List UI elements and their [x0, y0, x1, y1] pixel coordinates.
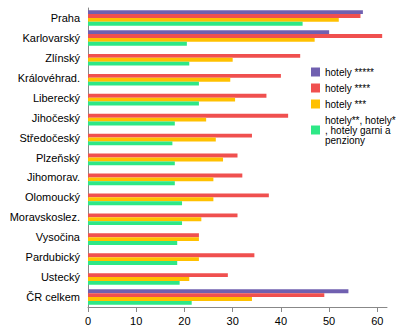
svg-text:30: 30 — [227, 315, 239, 327]
svg-text:penziony: penziony — [325, 135, 365, 146]
svg-text:60: 60 — [371, 315, 383, 327]
svg-text:Pardubický: Pardubický — [26, 251, 81, 263]
svg-text:hotely ***: hotely *** — [325, 99, 366, 110]
svg-text:Karlovarský: Karlovarský — [23, 32, 81, 44]
svg-text:50: 50 — [323, 315, 335, 327]
svg-text:20: 20 — [178, 315, 190, 327]
svg-text:10: 10 — [130, 315, 142, 327]
svg-text:, hotely garni a: , hotely garni a — [325, 124, 394, 136]
svg-text:Moravskoslez.: Moravskoslez. — [10, 211, 80, 223]
svg-text:Jihomorav.: Jihomorav. — [27, 171, 80, 183]
svg-text:ČR celkem: ČR celkem — [26, 291, 80, 303]
svg-text:hotely *****: hotely ***** — [325, 67, 374, 78]
svg-text:Plzeňský: Plzeňský — [36, 152, 81, 164]
svg-text:0: 0 — [85, 315, 91, 327]
svg-text:Praha: Praha — [51, 12, 81, 24]
svg-text:Liberecký: Liberecký — [33, 92, 81, 104]
svg-text:Středočeský: Středočeský — [19, 132, 80, 144]
svg-text:Královéhrad.: Královéhrad. — [18, 72, 80, 84]
svg-text:Vysočina: Vysočina — [36, 231, 81, 243]
svg-text:Zlínský: Zlínský — [45, 52, 80, 64]
svg-text:40: 40 — [275, 315, 287, 327]
svg-text:hotely ****: hotely **** — [325, 83, 370, 94]
svg-text:Jihočeský: Jihočeský — [32, 112, 81, 124]
svg-text:hotely**, hotely*: hotely**, hotely* — [325, 114, 396, 126]
svg-text:Olomoucký: Olomoucký — [25, 191, 81, 203]
svg-text:Ustecký: Ustecký — [41, 271, 81, 283]
